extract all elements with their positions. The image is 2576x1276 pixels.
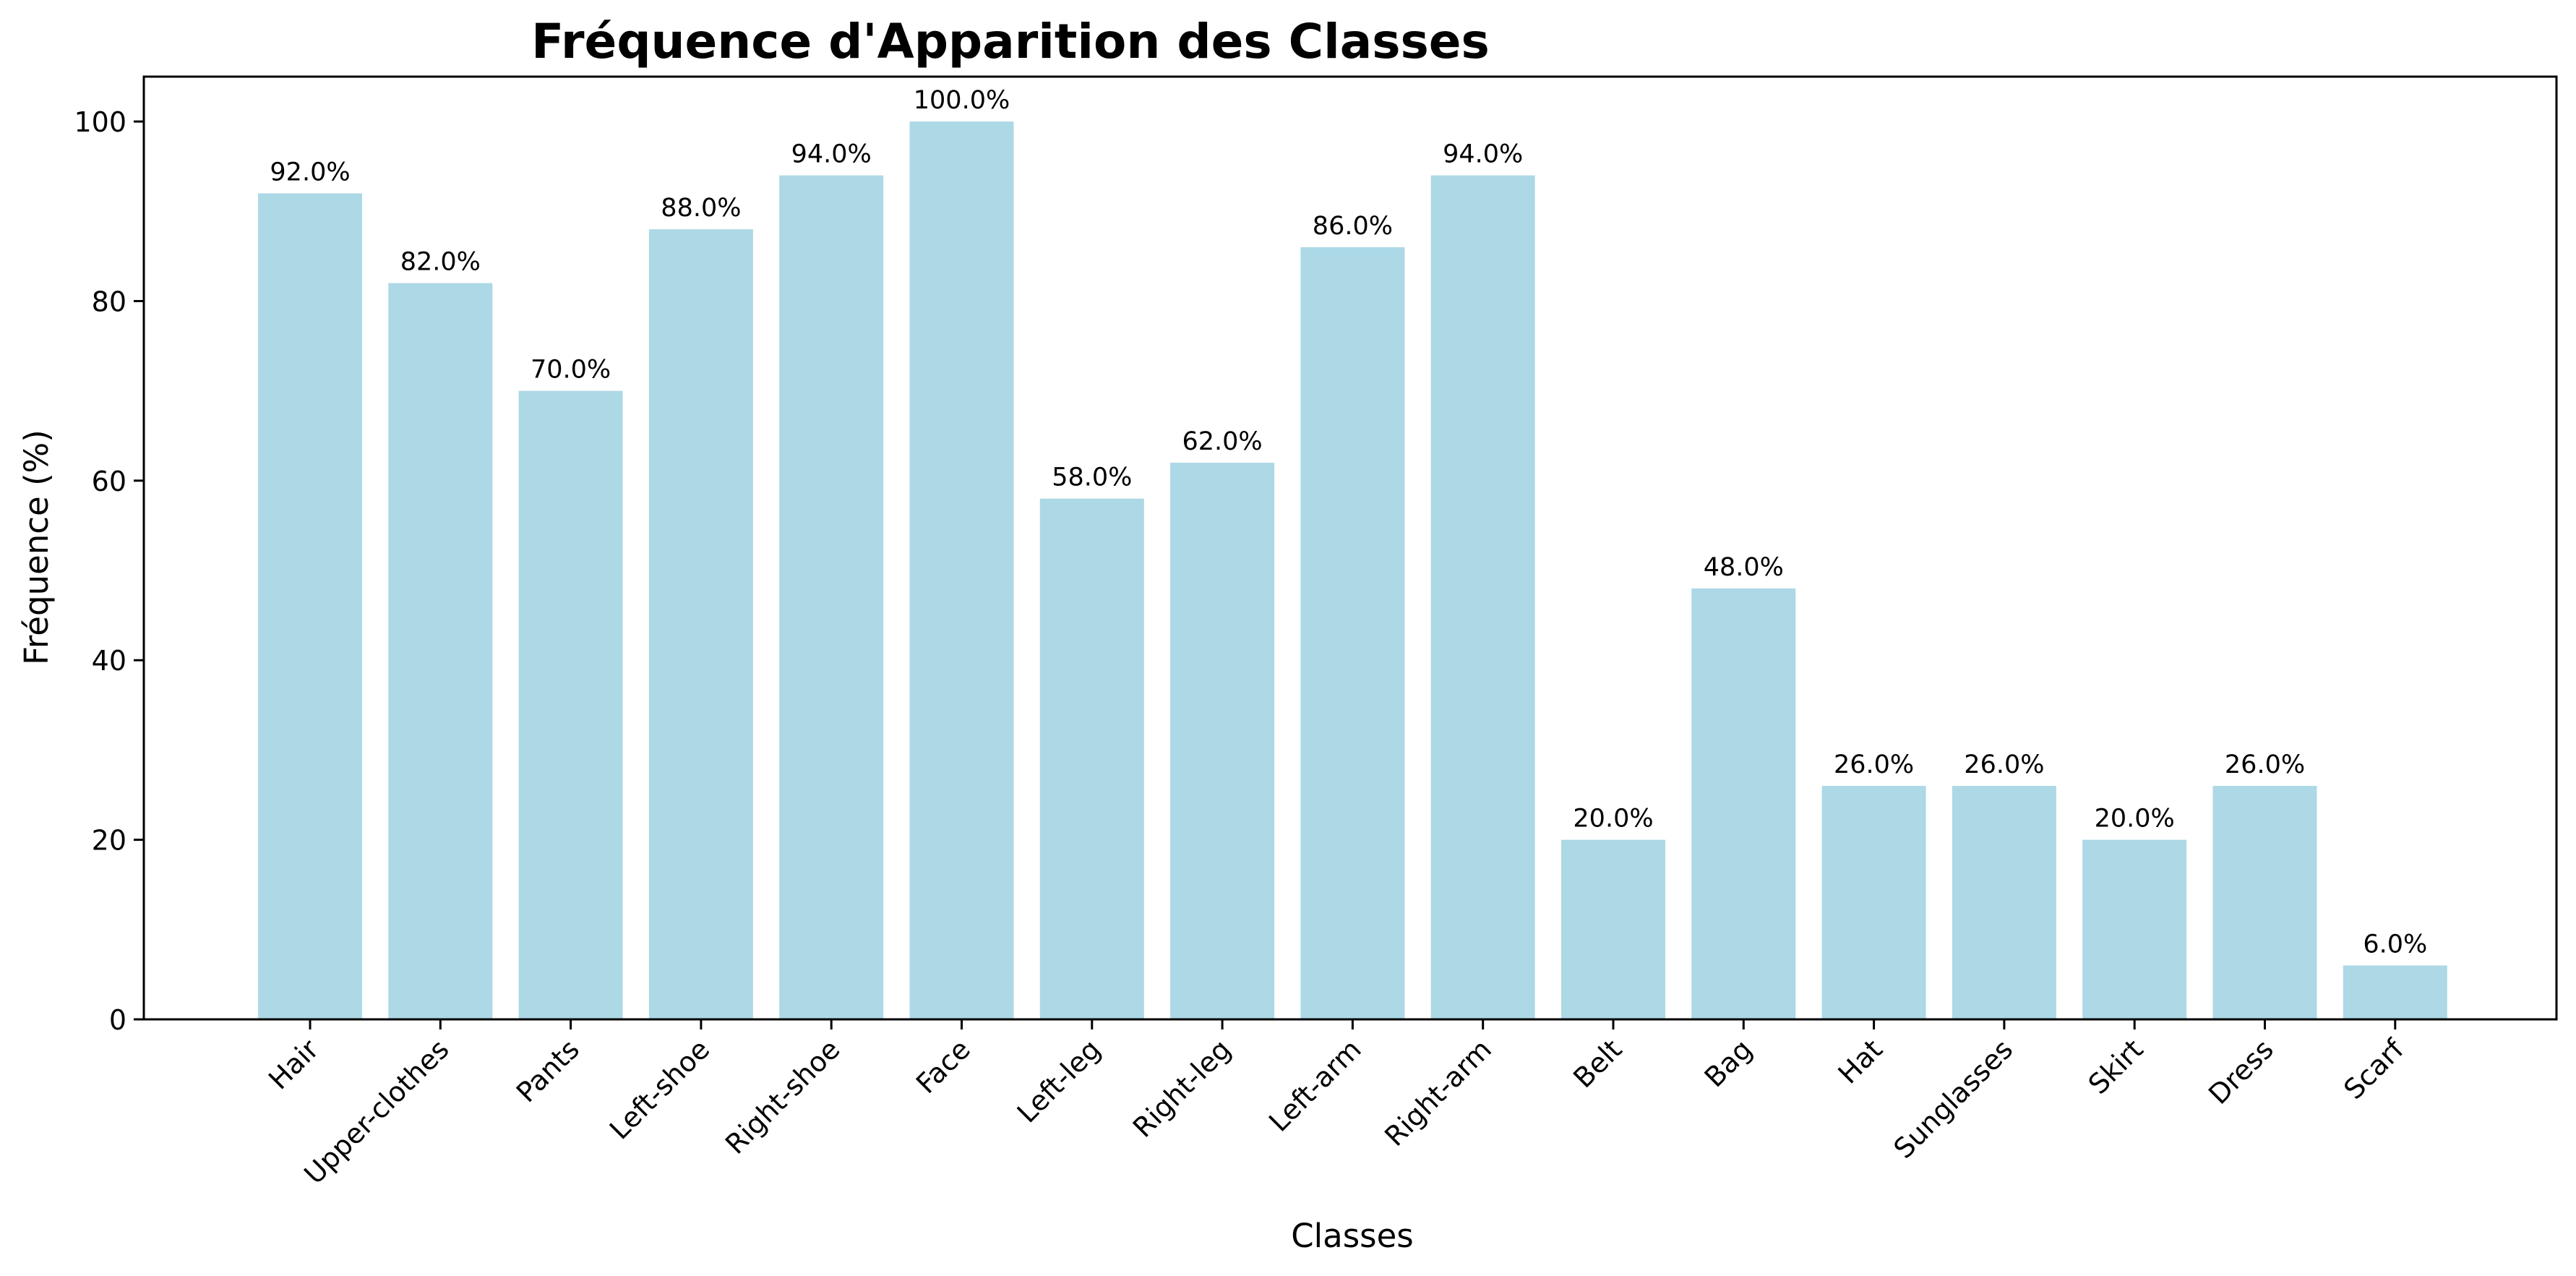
y-axis-label: Fréquence (%) (17, 429, 56, 665)
bar-right-arm (1430, 175, 1535, 1020)
data-label-face: 100.0% (914, 86, 1010, 115)
x-tick-label-scarf: Scarf (2337, 1032, 2410, 1105)
y-axis: 0 20 40 60 80 100 (74, 106, 144, 1036)
bar-pants (518, 390, 623, 1019)
x-tick-label-skirt: Skirt (2082, 1033, 2150, 1100)
x-axis-label: Classes (1291, 1217, 1414, 1255)
data-label-bag: 48.0% (1704, 553, 1784, 582)
bar-right-leg (1170, 463, 1275, 1019)
x-tick-label-right-shoe: Right-shoe (719, 1033, 846, 1160)
x-tick-label-sunglasses: Sunglasses (1888, 1033, 2019, 1165)
y-tick-label: 0 (109, 1004, 126, 1036)
bar-dress (2212, 786, 2317, 1019)
bars-layer (258, 121, 2447, 1020)
data-label-hair: 92.0% (270, 158, 350, 187)
x-tick-label-right-leg: Right-leg (1127, 1033, 1237, 1144)
bar-face (909, 121, 1014, 1020)
bar-skirt (2082, 839, 2187, 1019)
data-label-upper-clothes: 82.0% (400, 248, 481, 277)
data-label-right-shoe: 94.0% (791, 140, 872, 169)
x-tick-label-belt: Belt (1567, 1033, 1628, 1094)
data-label-right-leg: 62.0% (1182, 427, 1263, 456)
data-label-left-shoe: 88.0% (661, 194, 741, 223)
x-tick-label-left-leg: Left-leg (1011, 1033, 1107, 1129)
plot-frame (142, 75, 2558, 1021)
data-label-dress: 26.0% (2225, 750, 2305, 779)
bar-bag (1691, 588, 1796, 1019)
x-tick-label-bag: Bag (1699, 1033, 1759, 1093)
data-label-sunglasses: 26.0% (1964, 750, 2044, 779)
data-label-hat: 26.0% (1834, 750, 1914, 779)
data-labels-layer: 92.0% 82.0% 70.0% 88.0% 94.0% 100.0% 58.0% 62.0… (270, 86, 2427, 959)
data-label-belt: 20.0% (1573, 805, 1653, 834)
chart-title: Fréquence d'Apparition des Classes (531, 14, 1490, 69)
data-label-left-arm: 86.0% (1313, 212, 1393, 241)
bar-right-shoe (779, 175, 884, 1020)
bar-hair (258, 193, 362, 1019)
y-tick-label: 40 (92, 645, 126, 677)
bar-scarf (2343, 965, 2447, 1019)
bar-belt (1561, 839, 1665, 1019)
y-tick-label: 100 (74, 106, 126, 138)
bar-hat (1821, 786, 1926, 1019)
x-tick-label-hat: Hat (1832, 1033, 1889, 1089)
plot-area: 92.0% 82.0% 70.0% 88.0% 94.0% 100.0% 58.0% 62.0… (74, 75, 2558, 1190)
y-tick-label: 60 (92, 466, 126, 497)
bar-left-shoe (648, 229, 753, 1020)
x-tick-label-dress: Dress (2202, 1033, 2280, 1110)
bar-left-arm (1300, 247, 1405, 1019)
y-tick-label: 80 (92, 286, 126, 317)
data-label-scarf: 6.0% (2363, 930, 2427, 959)
y-tick-label: 20 (92, 825, 126, 857)
bar-upper-clothes (388, 283, 493, 1020)
x-tick-label-pants: Pants (510, 1033, 585, 1108)
x-tick-label-hair: Hair (262, 1033, 325, 1096)
data-label-left-leg: 58.0% (1052, 463, 1132, 492)
x-tick-label-left-arm: Left-arm (1263, 1033, 1368, 1138)
x-tick-label-face: Face (910, 1033, 976, 1100)
data-label-right-arm: 94.0% (1443, 140, 1523, 169)
bar-left-leg (1039, 498, 1144, 1019)
data-label-pants: 70.0% (531, 356, 611, 385)
data-label-skirt: 20.0% (2095, 805, 2175, 834)
x-tick-label-right-arm: Right-arm (1378, 1033, 1498, 1152)
bar-sunglasses (1952, 786, 2056, 1019)
x-tick-label-left-shoe: Left-shoe (604, 1033, 716, 1145)
